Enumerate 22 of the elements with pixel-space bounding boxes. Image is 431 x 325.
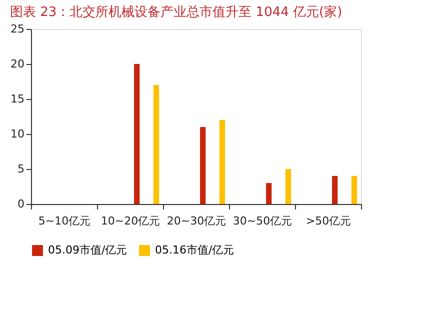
y-tick-label: 0 [18,198,24,210]
y-tick-label: 5 [18,162,24,176]
y-tick-label: 20 [10,58,24,70]
legend-label: 05.09市值/亿元 [48,244,128,257]
chart-title: 图表 23：北交所机械设备产业总市值升至 1044 亿元(家) [10,4,342,20]
x-tick-label: >50亿元 [306,214,352,228]
bar [332,176,338,204]
bar [200,127,206,204]
legend-label: 05.16市值/亿元 [155,244,234,257]
x-tick-label: 5~10亿元 [38,214,91,228]
bar [285,169,292,204]
bar [351,176,358,204]
x-tick-label: 30~50亿元 [232,214,292,228]
y-tick-label: 25 [10,22,24,36]
bar [219,120,226,204]
bar [153,85,160,204]
bar [266,183,272,204]
y-tick-label: 15 [10,92,24,106]
x-tick-label: 10~20亿元 [100,214,160,228]
y-tick-label: 10 [10,128,24,140]
x-tick-label: 20~30亿元 [166,214,226,228]
bar [134,64,140,204]
